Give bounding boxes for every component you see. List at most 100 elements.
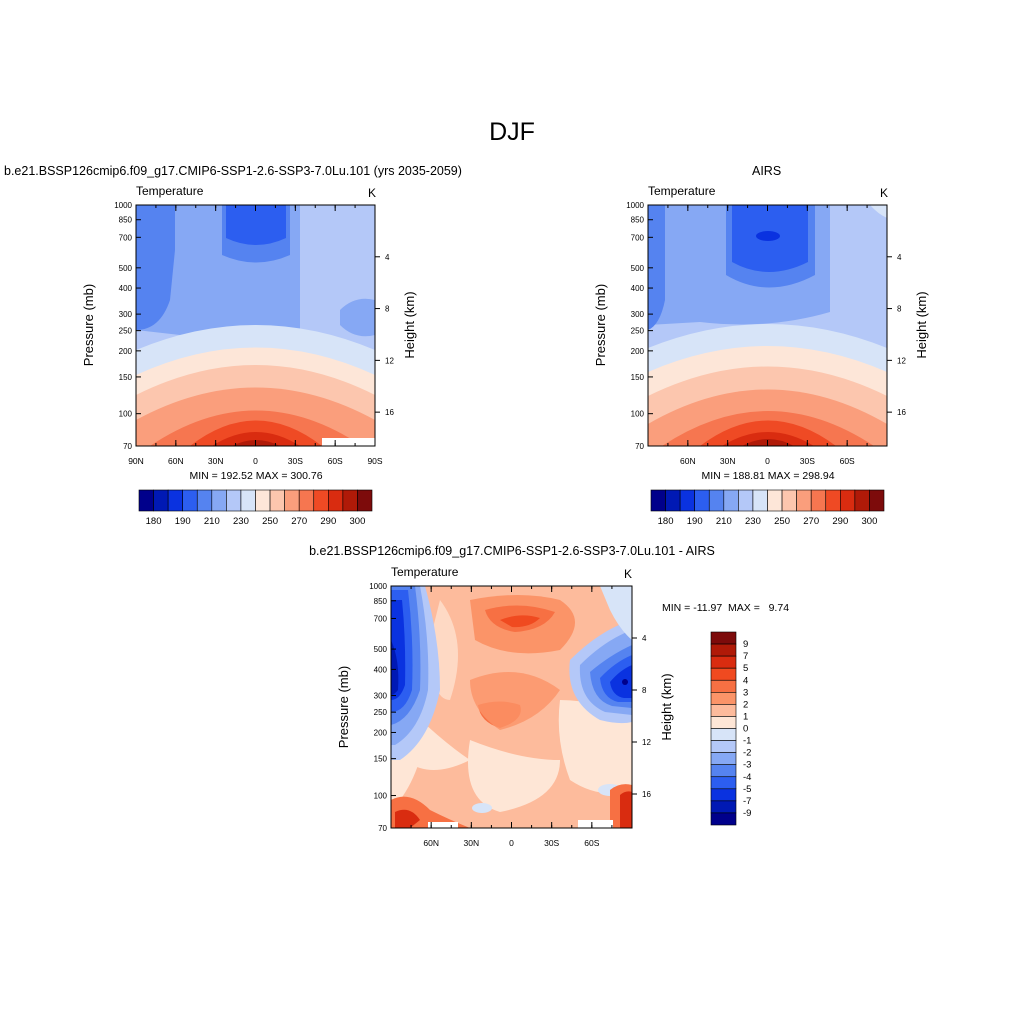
colorbar-swatch: [226, 489, 242, 512]
height-tick-label: 8: [897, 305, 902, 314]
height-tick-label: 16: [385, 408, 394, 417]
colorbar-swatch: [167, 489, 183, 512]
colorbar-swatch: [153, 489, 169, 512]
colorbar-swatch: [284, 489, 300, 512]
colorbar-swatch: [710, 764, 737, 778]
colorbar-label: 210: [204, 516, 220, 527]
colorbar-swatch: [810, 489, 827, 512]
pressure-tick-label: 200: [631, 347, 645, 356]
colorbar-swatch: [710, 728, 737, 741]
colorbar-label: 230: [745, 516, 761, 527]
colorbar-swatch: [255, 489, 271, 512]
colorbar-label: -1: [743, 736, 751, 747]
diff-contour-field: [391, 586, 632, 828]
lat-tick-label: 30S: [800, 456, 815, 466]
model-contour-field: [136, 205, 375, 446]
colorbar-swatch: [182, 489, 198, 512]
colorbar-swatch: [710, 752, 737, 765]
colorbar-swatch: [825, 489, 841, 512]
pressure-tick-label: 70: [378, 824, 387, 833]
colorbar-swatch: [710, 704, 737, 717]
model-y-axis-label: Pressure (mb): [81, 284, 96, 366]
colorbar-swatch: [342, 489, 358, 512]
pressure-tick-label: 400: [631, 284, 645, 293]
lat-tick-label: 30N: [720, 456, 736, 466]
colorbar-label: 7: [743, 651, 748, 662]
lat-tick-label: 0: [765, 456, 770, 466]
colorbar-label: 190: [175, 516, 191, 527]
pressure-tick-label: 250: [631, 327, 645, 336]
colorbar-label: 0: [743, 724, 748, 735]
model-axes: 70 100 150 200 250 300 400 500 700 850 1000 4 8 12 16 9…: [114, 201, 394, 466]
pressure-tick-label: 300: [374, 692, 388, 701]
lat-tick-label: 0: [509, 838, 514, 848]
colorbar-swatch: [710, 692, 737, 705]
pressure-tick-label: 700: [374, 614, 388, 623]
diff-axes: 70 100 150 200 250 300 400 500 700 850 1000 4 8 12 16 6…: [369, 582, 651, 848]
lat-tick-label: 30S: [544, 838, 559, 848]
pressure-tick-label: 100: [631, 410, 645, 419]
height-tick-label: 16: [642, 790, 651, 799]
colorbar-label: 2: [743, 699, 748, 710]
colorbar-label: 230: [233, 516, 249, 527]
colorbar-swatch: [211, 489, 227, 512]
colorbar-swatch: [710, 776, 737, 790]
colorbar-swatch: [710, 800, 737, 814]
colorbar-swatch: [313, 489, 329, 512]
colorbar-swatch: [328, 489, 344, 512]
colorbar-swatch: [710, 667, 737, 681]
colorbar-swatch: [298, 489, 315, 512]
pressure-tick-label: 400: [119, 284, 133, 293]
colorbar-label: 5: [743, 663, 748, 674]
colorbar-swatch: [665, 489, 681, 512]
diff-panel: 7010015020025030040050070085010004812166…: [336, 565, 789, 848]
lat-tick-label: 30S: [288, 456, 303, 466]
colorbar-swatch: [781, 489, 797, 512]
obs-case-title: AIRS: [752, 164, 782, 178]
pressure-tick-label: 400: [374, 665, 388, 674]
colorbar-swatch: [869, 489, 885, 512]
pressure-tick-label: 200: [374, 728, 388, 737]
diff-y2-axis-label: Height (km): [659, 673, 674, 740]
pressure-tick-label: 150: [374, 755, 388, 764]
colorbar-label: 270: [803, 516, 819, 527]
colorbar-label: 1: [743, 711, 748, 722]
colorbar-swatch: [710, 679, 737, 693]
colorbar-label: 9: [743, 639, 748, 650]
colorbar-label: 290: [320, 516, 336, 527]
pressure-tick-label: 150: [119, 373, 133, 382]
model-colorbar: 180 190 210 230 250 270 290 300: [138, 489, 373, 527]
colorbar-swatch: [196, 489, 213, 512]
lat-tick-label: 90S: [367, 456, 382, 466]
pressure-tick-label: 300: [631, 310, 645, 319]
pressure-tick-label: 200: [119, 347, 133, 356]
colorbar-label: 190: [687, 516, 703, 527]
pressure-tick-label: 70: [635, 442, 644, 451]
colorbar-swatch: [723, 489, 739, 512]
colorbar-swatch: [650, 489, 666, 512]
diff-units-label: K: [624, 567, 632, 581]
colorbar-label: 3: [743, 687, 748, 698]
lat-tick-label: 60N: [168, 456, 184, 466]
model-stats: MIN = 192.52 MAX = 300.76: [189, 470, 322, 482]
colorbar-label: -4: [743, 772, 751, 783]
obs-colorbar: 180 190 210 230 250 270 290 300: [650, 489, 885, 527]
obs-y2-axis-label: Height (km): [914, 291, 929, 358]
height-tick-label: 4: [642, 634, 647, 643]
colorbar-label: -2: [743, 748, 751, 759]
height-tick-label: 4: [897, 253, 902, 262]
model-y2-axis-label: Height (km): [402, 291, 417, 358]
colorbar-label: -5: [743, 784, 751, 795]
colorbar-swatch: [854, 489, 870, 512]
pressure-tick-label: 100: [119, 410, 133, 419]
figure-title: DJF: [489, 118, 535, 146]
pressure-tick-label: 100: [374, 792, 388, 801]
lat-tick-label: 0: [253, 456, 258, 466]
colorbar-label: 250: [262, 516, 278, 527]
lat-tick-label: 30N: [464, 838, 480, 848]
pressure-tick-label: 700: [119, 233, 133, 242]
colorbar-swatch: [710, 631, 737, 645]
pressure-tick-label: 500: [119, 264, 133, 273]
obs-contour-field: [648, 205, 887, 446]
